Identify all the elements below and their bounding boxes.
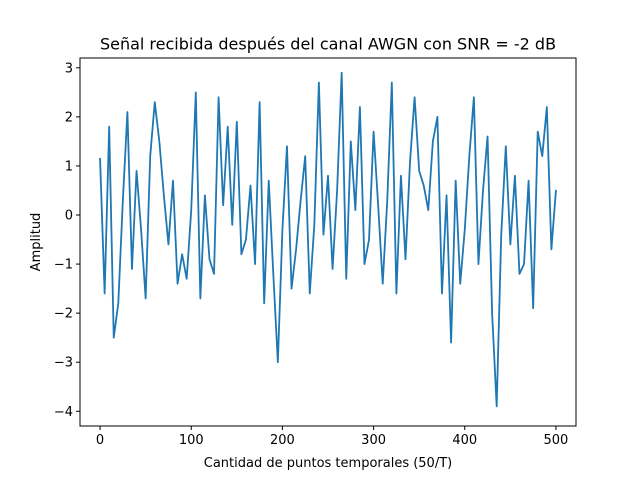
y-tick-label: −4 xyxy=(54,405,73,420)
y-tick-label: 1 xyxy=(65,159,73,174)
x-tick-label: 100 xyxy=(179,433,204,448)
plot-area xyxy=(99,71,557,408)
signal-line xyxy=(99,71,557,408)
x-axis: 0 100 200 300 400 500 xyxy=(96,426,568,448)
x-tick-label: 200 xyxy=(270,433,295,448)
chart-title: Señal recibida después del canal AWGN co… xyxy=(100,35,556,54)
y-tick-label: −2 xyxy=(54,307,73,322)
y-axis-label: Amplitud xyxy=(29,213,44,272)
y-tick-label: 0 xyxy=(65,209,73,224)
axes-frame xyxy=(79,57,577,427)
y-tick-label: −1 xyxy=(54,258,73,273)
y-tick-label: −3 xyxy=(54,356,73,371)
x-tick-label: 500 xyxy=(544,433,569,448)
y-tick-label: 3 xyxy=(65,61,73,76)
x-tick-label: 400 xyxy=(452,433,477,448)
x-tick-label: 0 xyxy=(96,433,104,448)
x-tick-label: 300 xyxy=(361,433,386,448)
y-tick-label: 2 xyxy=(65,110,73,125)
y-axis: −4 −3 −2 −1 0 1 2 3 xyxy=(54,61,80,420)
x-axis-label: Cantidad de puntos temporales (50/T) xyxy=(204,456,452,471)
